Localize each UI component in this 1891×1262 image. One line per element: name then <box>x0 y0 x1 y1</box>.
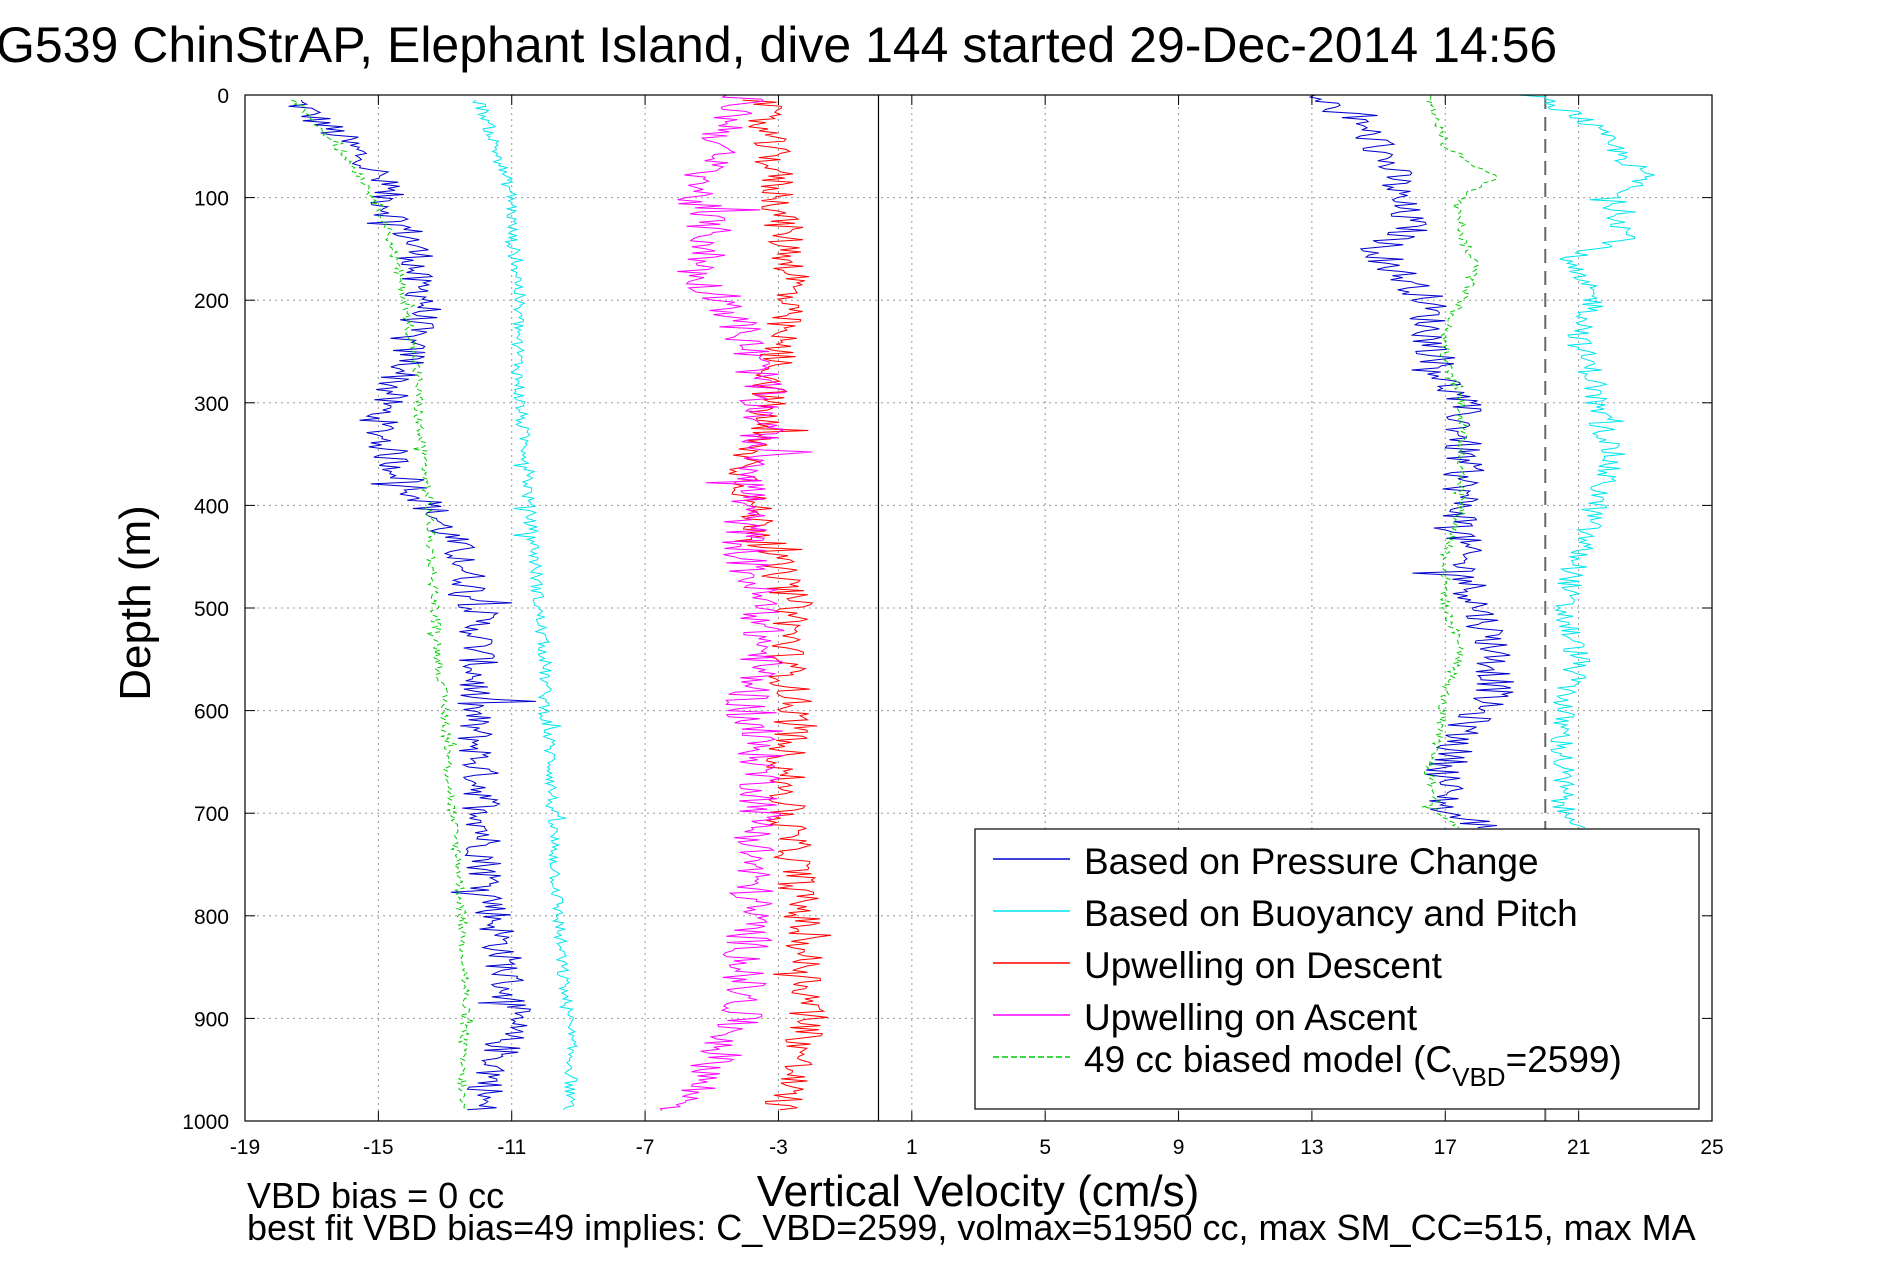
y-tick-label: 800 <box>194 906 229 929</box>
y-tick-label: 900 <box>194 1008 229 1031</box>
y-tick-label: 100 <box>194 188 229 211</box>
y-tick-label: 200 <box>194 290 229 313</box>
legend-label: Upwelling on Ascent <box>1084 997 1418 1038</box>
legend-label-tail: =2599) <box>1506 1039 1622 1080</box>
series-line <box>1421 94 1498 829</box>
legend-items: Based on Pressure Change Based on Buoyanc… <box>993 841 1622 1092</box>
axis-ticks: -19 -15 -11 -7 -3 1 5 9 13 17 21 25 0 100 200 300 400 500… <box>182 85 1723 1159</box>
series-line <box>1518 94 1655 829</box>
y-tick-label: 600 <box>194 701 229 724</box>
x-axis-label: Vertical Velocity (cm/s) <box>757 1167 1200 1216</box>
x-tick-label: 13 <box>1300 1136 1323 1159</box>
x-tick-label: -19 <box>230 1136 260 1159</box>
y-axis-label: Depth (m) <box>111 505 160 701</box>
x-tick-label: 9 <box>1173 1136 1185 1159</box>
footer-best-fit: best fit VBD bias=49 implies: C_VBD=2599… <box>247 1207 1696 1248</box>
y-tick-label: 300 <box>194 393 229 416</box>
legend[interactable]: Based on Pressure Change Based on Buoyanc… <box>974 828 1700 1110</box>
y-tick-label: 0 <box>217 85 229 108</box>
y-tick-label: 1000 <box>182 1111 229 1134</box>
x-tick-label: 25 <box>1700 1136 1723 1159</box>
legend-label-main: 49 cc biased model (C <box>1084 1039 1452 1080</box>
series-line <box>659 94 813 1112</box>
x-tick-label: 17 <box>1434 1136 1457 1159</box>
legend-label: Based on Pressure Change <box>1084 841 1539 882</box>
legend-label: 49 cc biased model (CVBD=2599) <box>1084 1039 1622 1092</box>
y-tick-label: 400 <box>194 495 229 518</box>
x-tick-label: -3 <box>769 1136 788 1159</box>
reference-lines <box>877 95 1547 1121</box>
legend-label: Upwelling on Descent <box>1084 945 1443 986</box>
x-tick-label: 21 <box>1567 1136 1590 1159</box>
x-tick-label: -11 <box>497 1136 526 1159</box>
x-tick-label: -7 <box>636 1136 655 1159</box>
series-line <box>1308 94 1515 829</box>
footer-vbd-bias: VBD bias = 0 cc <box>247 1175 504 1216</box>
x-tick-label: 5 <box>1039 1136 1051 1159</box>
legend-box <box>974 828 1700 1110</box>
chart-title: G539 ChinStrAP, Elephant Island, dive 14… <box>0 17 1557 73</box>
x-tick-label: 1 <box>906 1136 918 1159</box>
legend-label: Based on Buoyancy and Pitch <box>1084 893 1578 934</box>
series-layer <box>288 94 1655 1112</box>
series-line <box>728 99 832 1111</box>
series-line <box>291 99 475 1110</box>
y-tick-label: 700 <box>194 803 229 826</box>
y-tick-label: 500 <box>194 598 229 621</box>
series-line <box>288 99 536 1111</box>
legend-label-subscript: VBD <box>1452 1062 1505 1092</box>
x-tick-label: -15 <box>363 1136 393 1159</box>
series-line <box>472 99 579 1111</box>
